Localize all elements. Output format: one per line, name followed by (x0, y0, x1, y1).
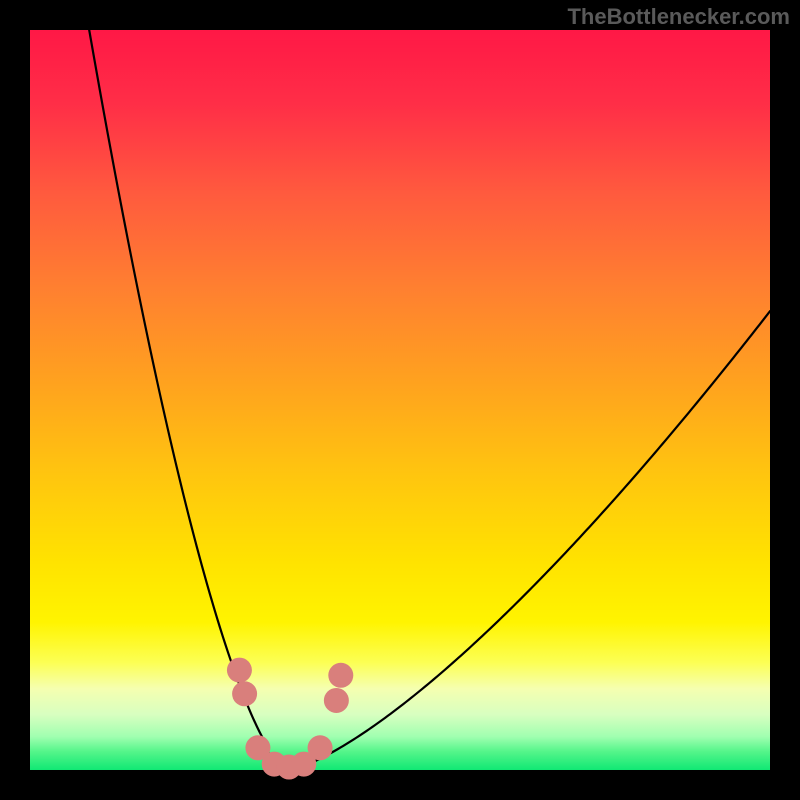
chart-root: TheBottlenecker.com (0, 0, 800, 800)
valley-marker (308, 735, 333, 760)
valley-marker (227, 658, 252, 683)
valley-marker (232, 681, 257, 706)
valley-marker (328, 663, 353, 688)
plot-svg (0, 0, 800, 800)
valley-marker (324, 688, 349, 713)
gradient-background (30, 30, 770, 770)
watermark-text: TheBottlenecker.com (567, 4, 790, 30)
